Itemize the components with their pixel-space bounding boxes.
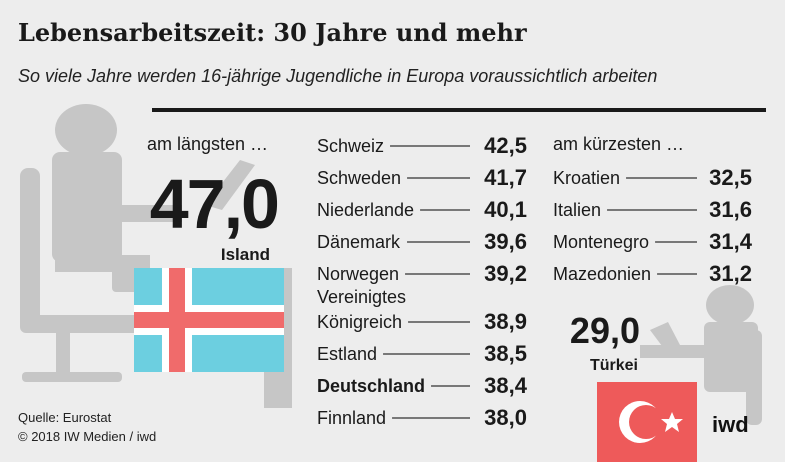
lowest-label: am kürzesten …	[553, 134, 684, 154]
country-name-line2: Königreich	[317, 312, 402, 332]
country-value: 38,5	[484, 341, 527, 366]
turkey-flag-icon	[597, 382, 697, 462]
page-title: Lebensarbeitszeit: 30 Jahre und mehr	[18, 18, 527, 47]
country-name: Italien	[553, 200, 601, 220]
lowest-country: Türkei	[590, 357, 638, 374]
iceland-flag-icon	[134, 268, 284, 372]
country-name: Schweden	[317, 168, 401, 188]
country-value: 38,9	[484, 309, 527, 334]
country-name: Schweiz	[317, 136, 384, 156]
country-name: Dänemark	[317, 232, 401, 252]
country-name: Finnland	[317, 408, 386, 428]
country-name: Niederlande	[317, 200, 414, 220]
right-list: Kroatien 32,5 Italien 31,6 Montenegro 31,4 Maz…	[553, 165, 753, 286]
country-name: Estland	[317, 344, 377, 364]
country-name: Mazedonien	[553, 264, 651, 284]
highest-value: 47,0	[150, 165, 278, 243]
country-value: 31,2	[709, 261, 752, 286]
country-value: 38,4	[484, 373, 528, 398]
highest-country: Island	[221, 245, 270, 264]
country-value: 39,6	[484, 229, 527, 254]
source-note: Quelle: Eurostat © 2018 IW Medien / iwd	[18, 408, 156, 446]
source-line: Quelle: Eurostat	[18, 410, 112, 425]
country-value: 31,4	[709, 229, 753, 254]
page-subtitle: So viele Jahre werden 16-jährige Jugendl…	[18, 66, 658, 86]
country-value: 32,5	[709, 165, 752, 190]
country-value: 40,1	[484, 197, 527, 222]
middle-list: Schweiz 42,5 Schweden 41,7 Niederlande 40,1 Dä…	[317, 133, 528, 430]
country-value: 38,0	[484, 405, 527, 430]
iwd-logo: iwd	[712, 412, 749, 437]
person-at-desk-icon	[640, 285, 762, 425]
lowest-value: 29,0	[570, 310, 640, 351]
country-value: 39,2	[484, 261, 527, 286]
country-value: 31,6	[709, 197, 752, 222]
country-value: 41,7	[484, 165, 527, 190]
highest-label: am längsten …	[147, 134, 268, 154]
country-name: Kroatien	[553, 168, 620, 188]
country-name-line1: Vereinigtes	[317, 287, 406, 307]
copyright-line: © 2018 IW Medien / iwd	[18, 429, 157, 444]
country-name: Norwegen	[317, 264, 399, 284]
header-rule	[152, 108, 766, 112]
country-name: Montenegro	[553, 232, 649, 252]
country-name: Deutschland	[317, 376, 425, 396]
country-value: 42,5	[484, 133, 527, 158]
